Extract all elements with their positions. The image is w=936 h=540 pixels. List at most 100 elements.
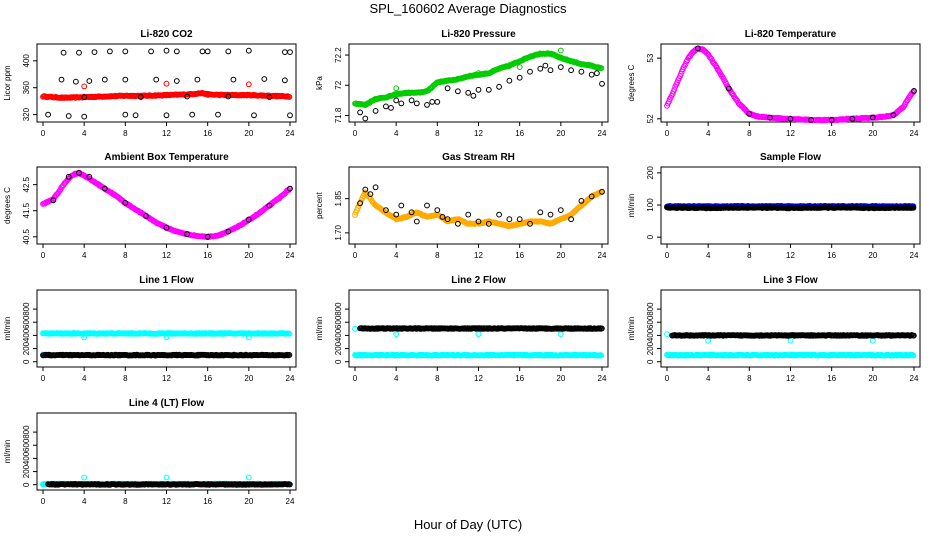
- data-point: [439, 214, 446, 220]
- data-point: [204, 90, 211, 97]
- data-point: [516, 216, 523, 223]
- x-tick-label: 20: [244, 129, 253, 138]
- panel-3: Li-820 Temperature degrees C 0 4 8 12 16 20 24 52…: [627, 29, 921, 138]
- data-point: [594, 70, 600, 77]
- data-point: [282, 77, 288, 84]
- x-tick-label: 12: [786, 251, 795, 260]
- data-point: [557, 207, 564, 214]
- x-tick-label: 16: [515, 251, 524, 260]
- data-point: [434, 207, 441, 214]
- data-point: [86, 173, 93, 180]
- x-tick-label: 20: [868, 374, 877, 383]
- data-point: [245, 47, 252, 54]
- data-point: [153, 76, 160, 83]
- data-point: [199, 48, 206, 55]
- panel-10: Line 4 (LT) Flow ml/min 0 4 8 12 16 20 24 0 200400…: [3, 398, 297, 506]
- data-point: [516, 64, 523, 70]
- x-tick-label: 0: [665, 251, 670, 260]
- x-tick-label: 8: [435, 129, 440, 138]
- data-point: [424, 102, 430, 108]
- y-tick-label: 600: [22, 315, 31, 329]
- data-point: [225, 48, 232, 55]
- data-point: [475, 86, 482, 93]
- panel-title: Gas Stream RH: [442, 152, 515, 163]
- data-point: [286, 330, 293, 337]
- data-point: [808, 117, 814, 123]
- y-tick-label: 400: [22, 451, 31, 465]
- panel-title: Line 1 Flow: [139, 275, 194, 286]
- x-tick-label: 4: [82, 497, 87, 506]
- data-point: [393, 211, 400, 218]
- data-point: [101, 76, 108, 83]
- x-tick-label: 4: [706, 374, 711, 383]
- series-3: [45, 481, 293, 488]
- x-tick-label: 16: [515, 129, 524, 138]
- x-tick-label: 12: [474, 251, 483, 260]
- y-axis-label: percent: [315, 191, 324, 218]
- data-point: [588, 71, 595, 78]
- x-tick-label: 20: [244, 497, 253, 506]
- series-1: [40, 169, 293, 241]
- plot-frame: [348, 166, 609, 245]
- x-tick-label: 0: [353, 129, 358, 138]
- y-axis-label: ml/min: [3, 440, 12, 464]
- data-point: [869, 114, 876, 121]
- data-point: [76, 170, 82, 176]
- x-tick-label: 8: [747, 374, 752, 383]
- y-tick-label: 100: [646, 198, 655, 212]
- data-point: [372, 184, 379, 191]
- data-point: [215, 111, 221, 118]
- panel-8: Line 2 Flow ml/min 0 4 8 12 16 20 24 0 20040060080…: [315, 275, 609, 383]
- data-point: [245, 474, 252, 481]
- data-point: [767, 114, 773, 121]
- data-point: [65, 173, 72, 180]
- data-point: [516, 74, 523, 81]
- x-tick-label: 0: [353, 374, 358, 383]
- x-tick-label: 0: [41, 374, 46, 383]
- data-point: [599, 80, 605, 87]
- data-point: [184, 231, 191, 238]
- y-tick-label: 72: [334, 80, 343, 89]
- series-1: [40, 89, 293, 101]
- data-point: [787, 115, 794, 122]
- series-3: [40, 351, 293, 359]
- data-point: [542, 62, 549, 69]
- panel-7: Line 1 Flow ml/min 0 4 8 12 16 20 24 0 20040060080…: [3, 275, 297, 383]
- series-1: [40, 330, 293, 337]
- data-point: [408, 97, 415, 104]
- y-tick-label: 200: [646, 341, 655, 355]
- y-tick-label: 800: [22, 425, 31, 439]
- data-point: [506, 216, 513, 223]
- data-point: [357, 200, 364, 207]
- data-point: [59, 183, 66, 190]
- data-point: [705, 337, 712, 344]
- data-point: [725, 85, 732, 92]
- series-3: [357, 325, 605, 332]
- data-point: [367, 191, 374, 198]
- data-point: [664, 331, 670, 338]
- x-tick-label: 12: [474, 129, 483, 138]
- x-tick-label: 4: [394, 374, 399, 383]
- y-axis-label: degrees C: [627, 64, 636, 101]
- y-tick-label: 0: [22, 359, 31, 364]
- data-point: [184, 93, 191, 100]
- x-axis-title: Hour of Day (UTC): [413, 517, 523, 532]
- data-point: [393, 85, 400, 92]
- plot-frame: [348, 43, 609, 123]
- data-point: [362, 115, 369, 122]
- data-point: [91, 49, 98, 55]
- data-point: [101, 185, 108, 192]
- x-tick-label: 12: [162, 374, 171, 383]
- x-tick-label: 8: [123, 374, 128, 383]
- plot-frame: [36, 166, 297, 245]
- data-point: [557, 64, 564, 70]
- y-tick-label: 40.5: [22, 228, 31, 244]
- data-point: [163, 80, 170, 87]
- data-point: [465, 211, 472, 218]
- data-point: [65, 113, 72, 119]
- data-point: [204, 233, 211, 240]
- data-point: [475, 331, 482, 338]
- data-point: [506, 77, 513, 84]
- data-point: [527, 220, 533, 227]
- data-point: [122, 111, 129, 118]
